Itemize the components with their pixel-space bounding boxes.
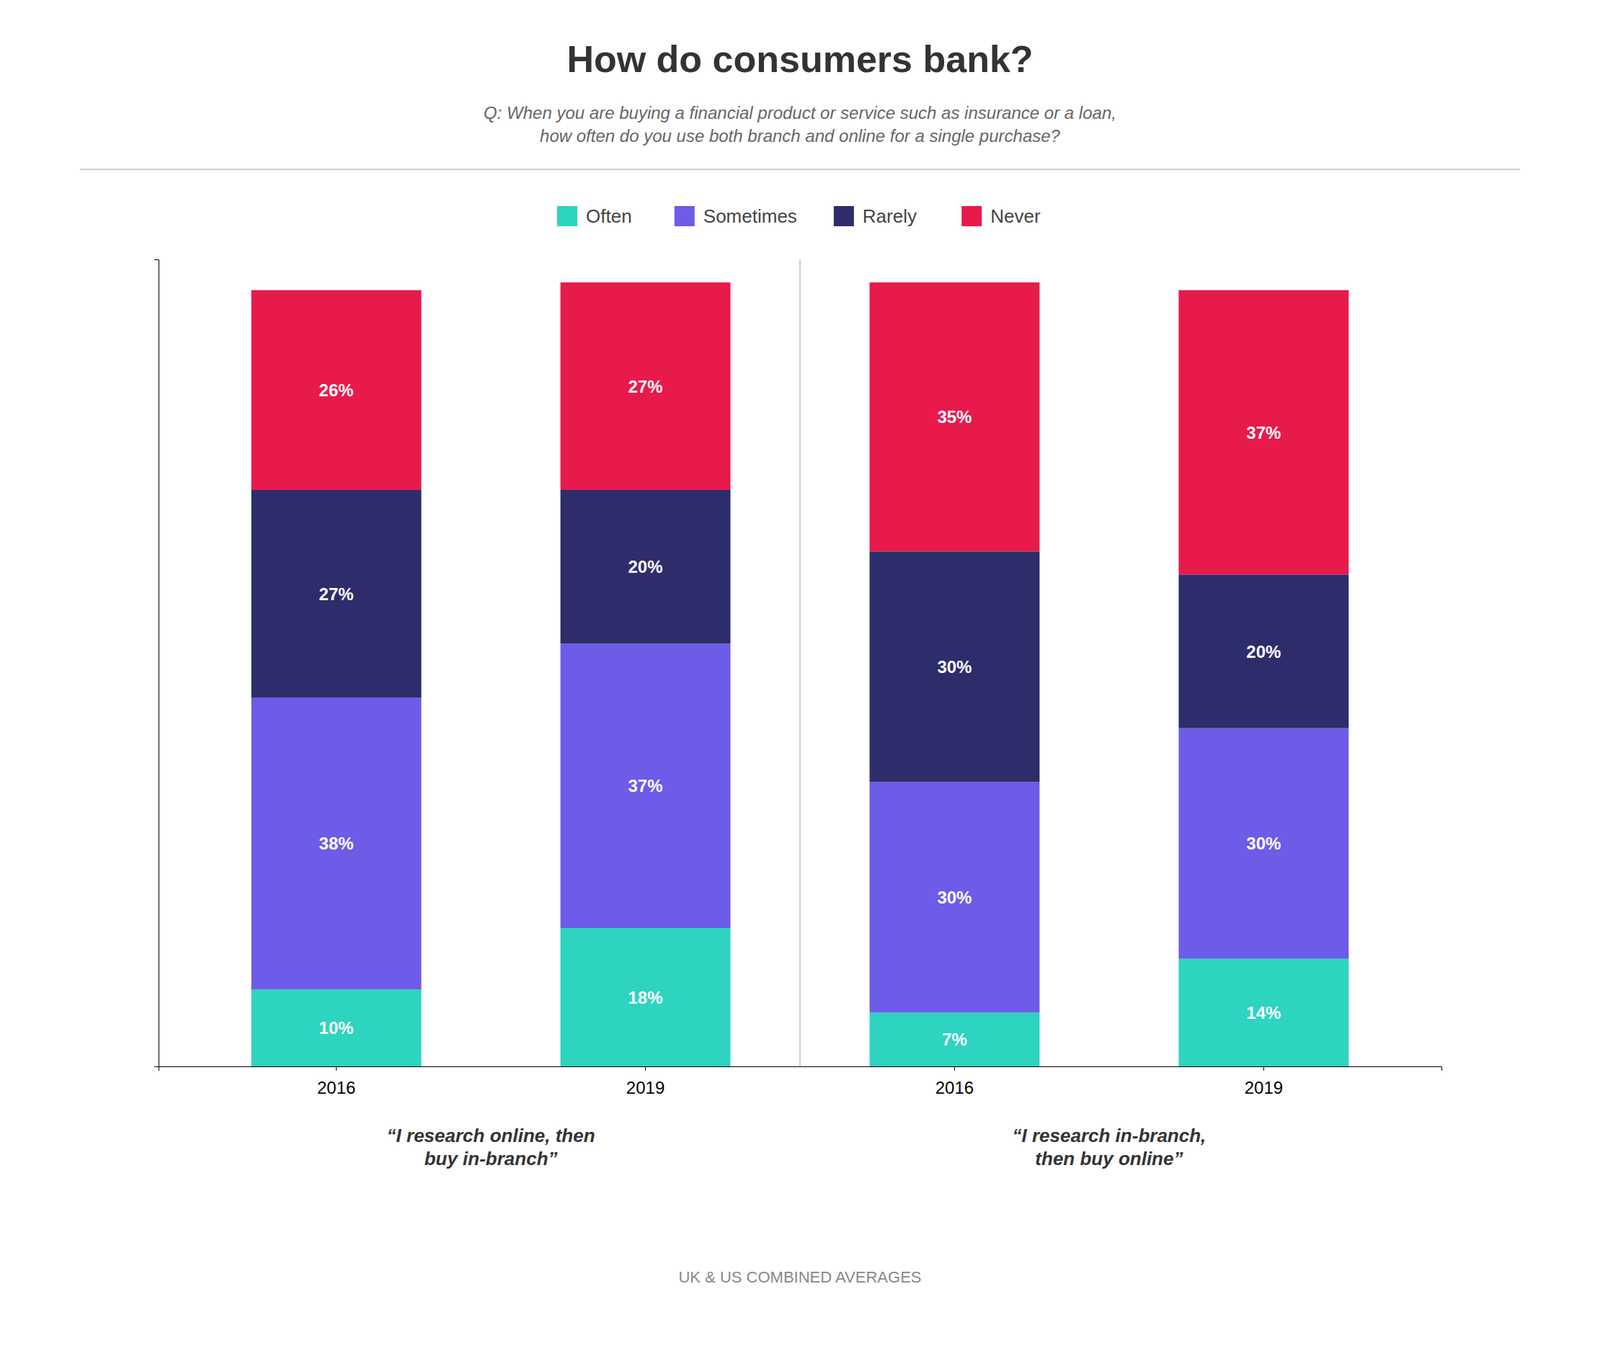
x-tick-label: 2019 xyxy=(1244,1078,1283,1098)
title: How do consumers bank? xyxy=(566,38,1033,80)
x-tick: 2016 xyxy=(935,1066,974,1098)
bar-segment xyxy=(1178,959,1349,1067)
legend-item: Often xyxy=(557,205,633,228)
text-line: how often do you use both branch and onl… xyxy=(539,126,1061,146)
text-line: buy in-branch” xyxy=(424,1148,558,1170)
data-label: 30% xyxy=(936,657,972,677)
x-tick-mark xyxy=(1263,1066,1265,1071)
x-tick: 2019 xyxy=(1244,1066,1283,1098)
x-tick-label: 2016 xyxy=(317,1078,356,1098)
data-label: 18% xyxy=(628,988,664,1008)
data-label: 14% xyxy=(1246,1003,1281,1023)
bar-segment xyxy=(1178,290,1349,576)
legend-label: Rarely xyxy=(862,205,917,228)
bar-segment xyxy=(251,697,422,990)
legend-swatch xyxy=(833,206,855,227)
legend: Often Sometimes Rarely Never xyxy=(557,205,1041,228)
y-axis xyxy=(154,260,160,1068)
text-line: “I research in-branch, xyxy=(1012,1125,1207,1147)
x-axis: 2016 2019 2016 2019 xyxy=(159,1066,1443,1098)
data-label: 27% xyxy=(628,376,664,397)
subtitle: Q: When you are buying a financial produ… xyxy=(483,103,1117,146)
x-tick: 2019 xyxy=(626,1066,665,1098)
bar-segment xyxy=(560,928,731,1067)
bar-segment xyxy=(1178,728,1349,960)
y-axis-line xyxy=(154,260,160,1068)
legend-label: Often xyxy=(585,205,633,228)
bar-segment xyxy=(560,490,731,644)
data-label: 10% xyxy=(319,1018,354,1038)
bar-segment xyxy=(560,643,731,929)
bar-segment xyxy=(251,490,422,698)
data-label: 30% xyxy=(936,887,972,908)
data-label: 20% xyxy=(628,557,664,577)
data-label: 37% xyxy=(628,776,664,796)
x-tick-mark xyxy=(335,1066,337,1071)
text-line: Q: When you are buying a financial produ… xyxy=(483,103,1117,123)
data-label: 37% xyxy=(1246,423,1281,443)
header-divider xyxy=(80,168,1520,171)
legend-swatch xyxy=(557,206,578,227)
bar-segment xyxy=(869,781,1040,1013)
x-tick-mark xyxy=(645,1066,646,1071)
plot: 10% 18% 7% 14% 38% 37% 30% 30% 27% 20% 30% 20% 26% 27… xyxy=(154,259,1443,1170)
legend-item: Sometimes xyxy=(674,205,798,228)
bar-segment xyxy=(869,551,1040,782)
bar-segment xyxy=(1178,574,1349,728)
bar-segment xyxy=(251,989,422,1067)
x-axis-line xyxy=(159,1067,1443,1072)
bar-segment xyxy=(560,282,731,491)
x-tick: 2016 xyxy=(317,1066,356,1098)
x-tick-label: 2016 xyxy=(935,1078,974,1098)
footer: UK & US COMBINED AVERAGES xyxy=(678,1268,922,1287)
x-tick-mark xyxy=(954,1066,955,1071)
data-label: 7% xyxy=(941,1029,968,1050)
legend-swatch xyxy=(674,206,695,227)
legend-item: Never xyxy=(961,205,1041,228)
group-label: “I research online, thenbuy in-branch” xyxy=(387,1125,596,1170)
bar-segment xyxy=(251,290,422,491)
bar-segment xyxy=(869,282,1040,552)
data-label: 20% xyxy=(1246,642,1281,662)
bar-segment xyxy=(869,1012,1040,1067)
x-tick-label: 2019 xyxy=(626,1078,665,1098)
group-label: “I research in-branch,then buy online” xyxy=(1012,1125,1207,1170)
group-divider xyxy=(799,259,801,1067)
legend-item: Rarely xyxy=(833,205,917,228)
text-line: “I research online, then xyxy=(387,1125,596,1147)
data-label: 30% xyxy=(1246,833,1281,854)
data-label: 26% xyxy=(319,380,354,400)
legend-label: Sometimes xyxy=(703,205,798,228)
legend-label: Never xyxy=(990,205,1041,228)
data-label: 38% xyxy=(319,833,354,854)
legend-swatch xyxy=(961,206,982,227)
text-line: then buy online” xyxy=(1034,1148,1183,1170)
data-label: 27% xyxy=(319,584,354,604)
data-label: 35% xyxy=(936,407,972,427)
chart: How do consumers bank? Q: When you are bu… xyxy=(0,0,1600,1369)
